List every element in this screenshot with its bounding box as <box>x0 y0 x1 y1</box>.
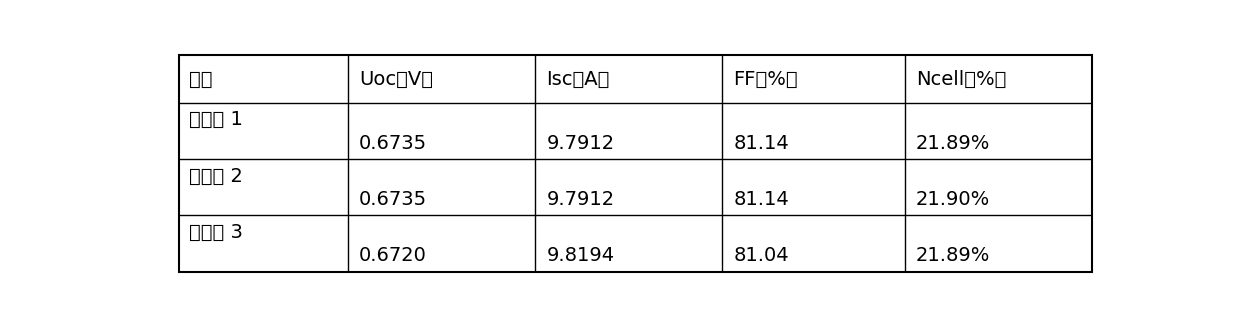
Text: Uoc（V）: Uoc（V） <box>360 70 433 89</box>
Text: 0.6735: 0.6735 <box>360 134 428 153</box>
Text: 21.89%: 21.89% <box>916 246 991 265</box>
Text: 9.8194: 9.8194 <box>547 246 615 265</box>
Text: 实施例 1: 实施例 1 <box>190 110 243 130</box>
Text: 9.7912: 9.7912 <box>547 190 615 209</box>
Text: Ncell（%）: Ncell（%） <box>916 70 1007 89</box>
Text: 实施例 3: 实施例 3 <box>190 223 243 242</box>
Text: 9.7912: 9.7912 <box>547 134 615 153</box>
Text: 81.14: 81.14 <box>733 134 789 153</box>
Text: Isc（A）: Isc（A） <box>547 70 610 89</box>
Text: 0.6720: 0.6720 <box>360 246 427 265</box>
Text: 21.89%: 21.89% <box>916 134 991 153</box>
Text: 81.14: 81.14 <box>733 190 789 209</box>
Text: 81.04: 81.04 <box>733 246 789 265</box>
Text: 0.6735: 0.6735 <box>360 190 428 209</box>
Bar <box>179 56 1092 272</box>
Text: 实施例 2: 实施例 2 <box>190 167 243 186</box>
Text: FF（%）: FF（%） <box>733 70 797 89</box>
Text: 类型: 类型 <box>190 70 212 89</box>
Text: 21.90%: 21.90% <box>916 190 991 209</box>
